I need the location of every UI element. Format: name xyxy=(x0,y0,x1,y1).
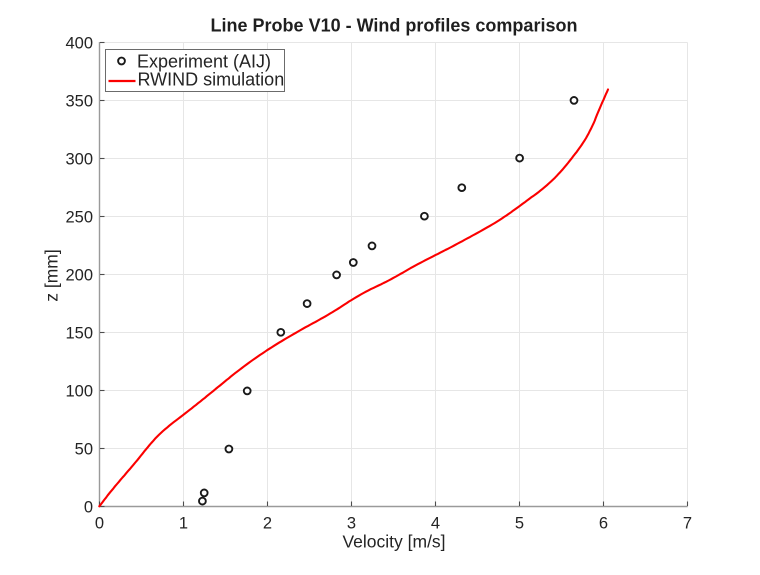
svg-text:Line Probe V10 - Wind profiles: Line Probe V10 - Wind profiles compariso… xyxy=(211,16,578,36)
svg-text:300: 300 xyxy=(65,150,93,168)
svg-text:Velocity [m/s]: Velocity [m/s] xyxy=(342,532,445,552)
svg-text:2: 2 xyxy=(263,515,272,533)
svg-text:400: 400 xyxy=(65,34,93,52)
svg-text:5: 5 xyxy=(515,515,524,533)
svg-text:6: 6 xyxy=(599,515,608,533)
svg-text:250: 250 xyxy=(65,208,93,226)
svg-text:Experiment (AIJ): Experiment (AIJ) xyxy=(137,52,271,72)
svg-text:100: 100 xyxy=(65,382,93,400)
svg-text:0: 0 xyxy=(84,498,93,516)
svg-text:RWIND simulation: RWIND simulation xyxy=(138,70,285,90)
svg-text:350: 350 xyxy=(65,92,93,110)
svg-text:200: 200 xyxy=(65,266,93,284)
svg-text:50: 50 xyxy=(75,440,93,458)
svg-text:0: 0 xyxy=(95,515,104,533)
svg-text:150: 150 xyxy=(65,324,93,342)
svg-text:z [mm]: z [mm] xyxy=(42,249,62,302)
svg-text:1: 1 xyxy=(179,515,188,533)
svg-text:3: 3 xyxy=(347,515,356,533)
svg-text:7: 7 xyxy=(683,515,692,533)
svg-text:4: 4 xyxy=(431,515,440,533)
